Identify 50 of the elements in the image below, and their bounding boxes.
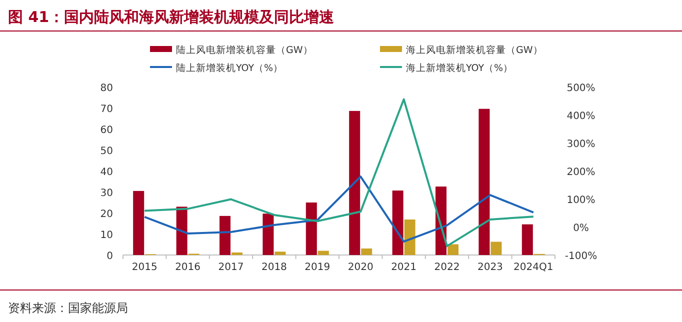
x-tick-label: 2015 xyxy=(132,262,158,273)
x-tick-label: 2022 xyxy=(434,262,460,273)
bar xyxy=(220,216,230,255)
y-tick-label: 70 xyxy=(100,104,113,115)
bar xyxy=(318,250,329,255)
x-tick-label: 2016 xyxy=(175,262,201,273)
y-tick-label: 40 xyxy=(100,167,113,178)
y2-tick-label: 100% xyxy=(566,195,596,206)
y2-tick-label: 0% xyxy=(573,223,589,234)
chart-title: 图 41：国内陆风和海风新增装机规模及同比增速 xyxy=(8,8,336,26)
x-tick-label: 2017 xyxy=(218,262,244,273)
line-series xyxy=(144,176,534,243)
bar xyxy=(232,252,242,255)
bar xyxy=(490,242,502,255)
y-tick-label: 50 xyxy=(100,146,113,157)
bar xyxy=(448,244,458,255)
y-tick-label: 30 xyxy=(100,188,113,199)
y-tick-label: 0 xyxy=(106,251,113,262)
x-tick-label: 2020 xyxy=(348,262,374,273)
bar xyxy=(478,108,490,255)
bar xyxy=(176,206,188,255)
bar xyxy=(262,214,274,255)
legend-label: 海上风电新增装机容量（GW） xyxy=(406,44,543,56)
legend-label: 海上新增装机YOY（%） xyxy=(406,62,514,74)
y-tick-label: 20 xyxy=(100,209,113,220)
x-tick-label: 2019 xyxy=(304,262,330,273)
x-tick-label: 2018 xyxy=(261,262,287,273)
legend-label: 陆上风电新增装机容量（GW） xyxy=(176,44,313,56)
y2-tick-label: 300% xyxy=(566,139,596,150)
bar xyxy=(133,190,144,255)
y2-tick-label: -100% xyxy=(564,251,598,262)
bar xyxy=(404,220,416,255)
y-tick-label: 60 xyxy=(100,125,113,136)
bar xyxy=(522,224,533,255)
text: 资料来源：国家能源局 xyxy=(8,301,128,315)
x-tick-label: 2023 xyxy=(477,262,503,273)
y2-tick-label: 500% xyxy=(566,83,596,94)
y-tick-label: 80 xyxy=(100,83,113,94)
bar xyxy=(274,252,286,255)
bar xyxy=(361,248,372,255)
y-tick-label: 10 xyxy=(100,230,113,241)
legend-label: 陆上新增装机YOY（%） xyxy=(176,62,284,74)
y2-tick-label: 200% xyxy=(566,167,596,178)
bar xyxy=(349,110,360,255)
y2-tick-label: 400% xyxy=(566,111,596,122)
bar xyxy=(306,202,317,255)
bar xyxy=(392,190,404,255)
x-tick-label: 2024Q1 xyxy=(514,262,554,273)
x-tick-label: 2021 xyxy=(391,262,417,273)
line-series xyxy=(144,98,534,248)
